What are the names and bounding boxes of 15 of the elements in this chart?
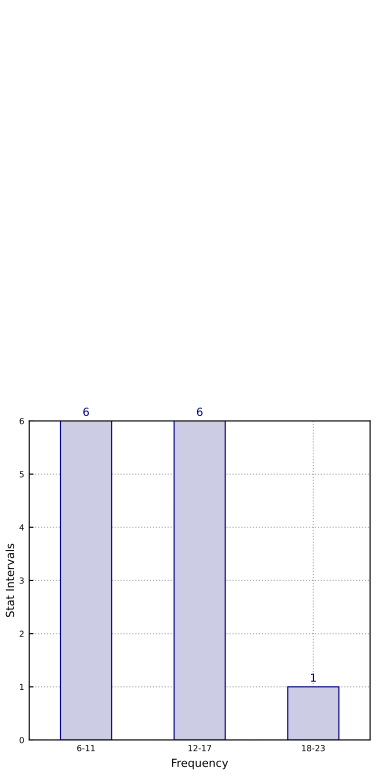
y-tick-label: 4 — [19, 524, 24, 530]
y-tick-label: 6 — [20, 418, 24, 424]
y-tick-label: 0 — [20, 736, 24, 744]
y-axis-title: Stat Intervals — [6, 544, 14, 617]
data-label: 1 — [310, 674, 316, 682]
y-tick-label: 5 — [20, 471, 24, 478]
y-tick-label: 1 — [20, 684, 24, 690]
data-label: 6 — [83, 408, 89, 416]
x-tick-label: 12-17 — [188, 744, 212, 752]
y-tick-label: 2 — [20, 630, 24, 637]
x-axis-title: Frequency — [172, 758, 228, 770]
x-tick-label: 18-23 — [302, 744, 325, 752]
y-tick-label: 3 — [20, 577, 24, 584]
data-label: 6 — [196, 408, 203, 416]
x-tick-label: 6-11 — [77, 744, 95, 752]
